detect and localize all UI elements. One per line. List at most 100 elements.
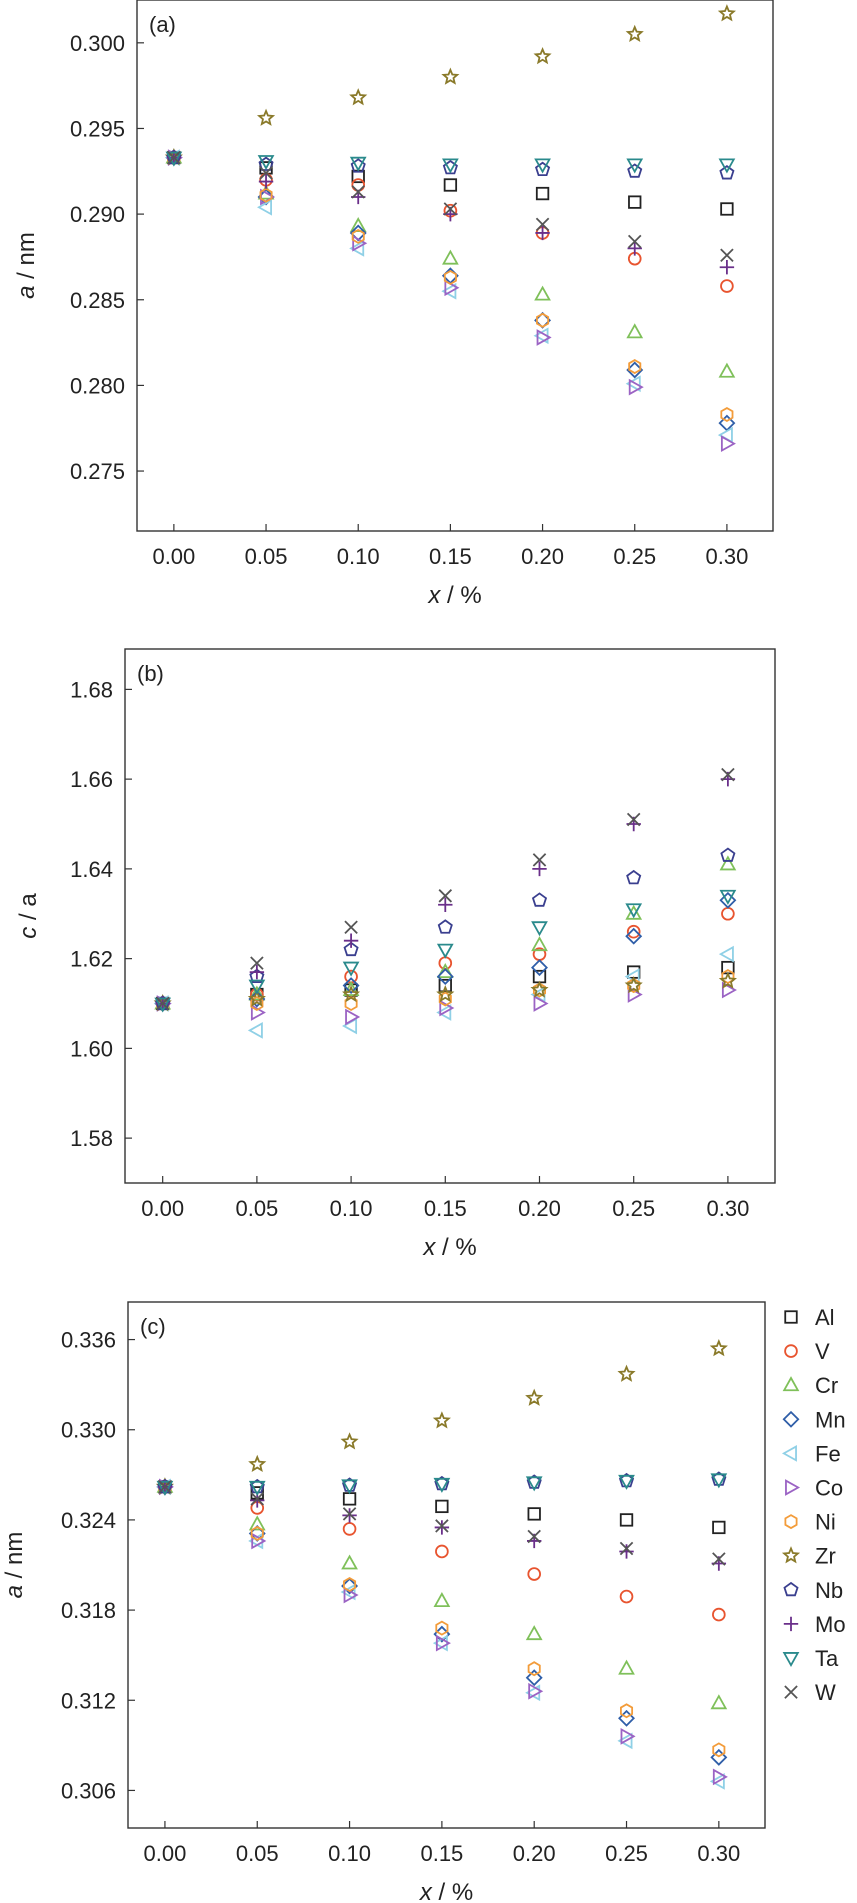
data-point-nb [437,919,453,934]
data-point-zr [432,1411,451,1429]
series-mo [155,771,736,1011]
data-point-v [721,906,735,921]
legend-marker-ni [784,1514,798,1530]
data-point-ta [531,921,548,937]
legend-label: Fe [815,1441,841,1466]
data-point-co [628,378,644,396]
data-point-ta [156,1480,174,1496]
data-point-ni [532,982,546,998]
x-tick-label: 0.25 [605,1841,648,1866]
y-tick-label: 0.290 [70,202,125,227]
data-point-cr [442,249,459,265]
data-point-v [342,1522,357,1536]
data-point-fe [340,1583,356,1601]
legend-label: Ta [815,1646,839,1671]
data-point-ni [250,995,264,1012]
series-nb [155,847,736,1010]
data-point-ni [536,312,550,328]
data-point-zr [624,976,643,994]
y-tick-label: 1.66 [70,767,113,792]
data-point-nb [343,941,359,957]
data-point-mn [719,891,737,909]
series-v [158,1480,726,1622]
data-point-fe [256,198,272,216]
legend-item-w: W [784,1680,836,1705]
data-point-mo [258,174,274,189]
data-point-zr [340,1432,359,1450]
data-point-al [628,195,642,209]
data-point-ni [720,407,734,423]
x-tick-label: 0.15 [420,1841,463,1866]
legend-marker-ta [782,1652,800,1668]
series-cr [165,148,736,378]
data-point-v [720,279,734,293]
data-point-v [527,1567,542,1581]
data-point-co [528,1682,544,1700]
data-point-ni [712,1742,726,1758]
legend-item-cr: Cr [782,1373,838,1398]
legend-label: W [815,1680,836,1705]
x-tick-label: 0.10 [328,1841,371,1866]
data-point-mn [531,959,548,977]
legend-item-nb: Nb [783,1578,843,1603]
data-point-mo [532,861,547,877]
data-point-fe [709,1773,725,1790]
data-point-ni [438,991,452,1007]
y-tick-label: 0.312 [61,1688,116,1713]
data-point-al [527,1507,541,1521]
data-point-w [167,150,181,165]
data-point-co [345,1008,361,1026]
data-point-nb [626,869,642,885]
x-tick-label: 0.05 [236,1841,279,1866]
data-point-ta [349,156,367,172]
data-point-cr [248,1515,266,1531]
data-point-nb [720,847,736,862]
data-point-w [259,166,273,180]
plot-frame [127,1301,766,1829]
data-point-ni [627,978,641,994]
legend-marker-w [784,1685,798,1699]
legend-label: Nb [815,1578,843,1603]
legend-item-fe: Fe [781,1441,841,1466]
x-tick-label: 0.20 [513,1841,556,1866]
x-axis-label: x / % [419,1879,473,1903]
data-point-ta [436,943,454,959]
data-point-zr [709,1339,728,1357]
x-tick-label: 0.05 [235,1196,278,1221]
data-point-w [438,889,453,903]
data-point-zr [525,1388,544,1406]
data-point-zr [533,46,552,65]
data-point-ta [248,979,266,995]
series-ta [165,151,736,174]
panel-a: 0.00 0.05 0.10 0.15 0.20 0.25 0.30 0.275 0.280 0.… [13,0,774,609]
data-point-zr [718,971,737,989]
data-point-mo [434,1520,450,1535]
data-point-w [344,920,358,934]
y-tick-label: 0.285 [70,288,125,313]
data-point-fe [625,375,641,393]
data-point-ni [620,1703,634,1719]
data-point-al [342,1492,357,1506]
data-point-co [435,1634,451,1652]
legend-item-v: V [784,1339,830,1364]
legend-marker-fe [781,1445,797,1462]
data-point-ta [534,158,551,174]
data-point-w [619,1541,634,1556]
data-point-w [158,1480,172,1494]
series-fe [164,149,733,444]
data-point-cr [436,963,454,979]
data-point-zr [625,24,644,42]
legend-label: Cr [815,1373,838,1398]
data-point-al [619,1513,634,1527]
data-point-cr [719,855,737,871]
x-tick-label: 0.05 [245,544,288,569]
data-point-al [712,1520,726,1535]
data-point-mo [535,225,550,241]
data-point-ni [443,269,457,286]
series-ta [156,1473,728,1496]
data-point-al [438,978,452,993]
x-tick-label: 0.20 [518,1196,561,1221]
data-point-fe [441,282,457,300]
data-point-ni [259,187,273,203]
data-point-co [343,1586,359,1604]
